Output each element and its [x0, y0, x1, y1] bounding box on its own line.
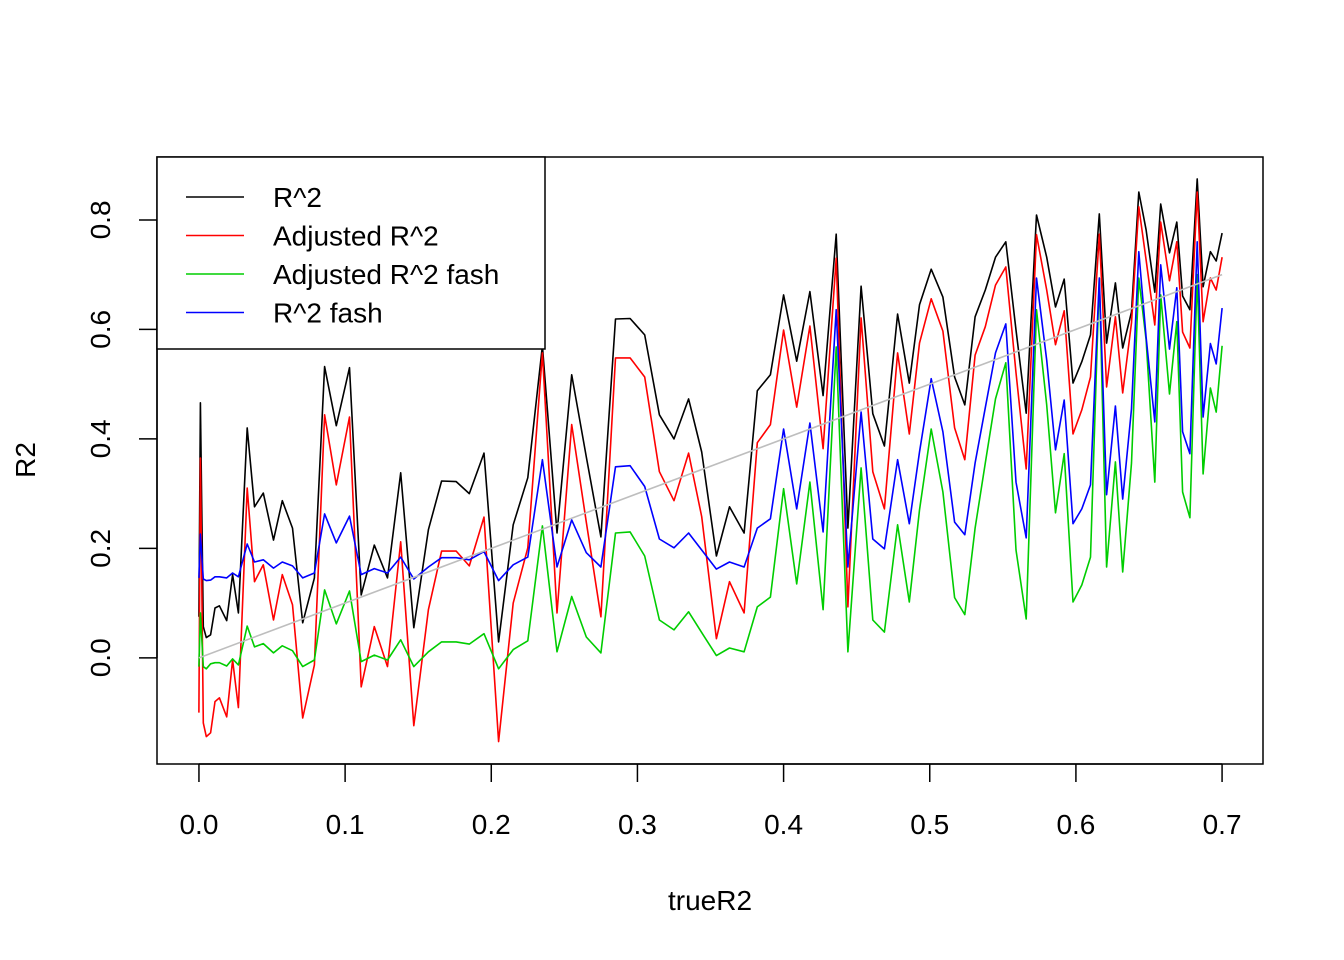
y-axis-label: R2	[10, 442, 41, 478]
legend-box	[156, 156, 546, 350]
reference-line	[198, 273, 1223, 659]
y-tick-label: 0.0	[85, 638, 116, 677]
series-line-0	[198, 178, 1223, 643]
x-tick-label: 0.4	[764, 809, 803, 840]
x-tick-label: 0.3	[618, 809, 657, 840]
legend-label: R^2	[273, 182, 322, 213]
x-tick-label: 0.2	[472, 809, 511, 840]
y-tick-label: 0.4	[85, 419, 116, 458]
y-tick-label: 0.2	[85, 529, 116, 568]
legend-label: Adjusted R^2 fash	[273, 259, 499, 290]
x-tick-label: 0.5	[910, 809, 949, 840]
x-tick-label: 0.7	[1203, 809, 1242, 840]
x-axis: 0.0 0.1 0.2 0.3 0.4 0.5 0.6 0.7	[179, 763, 1242, 840]
plot-lines	[198, 178, 1223, 743]
legend-label: R^2 fash	[273, 298, 383, 329]
series-line-3	[198, 241, 1223, 582]
series-line-2	[198, 273, 1223, 670]
y-tick-label: 0.8	[85, 200, 116, 239]
y-tick-label: 0.6	[85, 310, 116, 349]
x-axis-label: trueR2	[668, 885, 752, 916]
series-line-1	[198, 191, 1223, 743]
legend-label: Adjusted R^2	[273, 221, 439, 252]
x-tick-label: 0.0	[179, 809, 218, 840]
x-tick-label: 0.6	[1056, 809, 1095, 840]
y-axis: 0.0 0.2 0.4 0.6 0.8	[85, 200, 158, 677]
x-tick-label: 0.1	[326, 809, 365, 840]
legend: R^2 Adjusted R^2 Adjusted R^2 fash R^2 fash	[156, 156, 546, 350]
